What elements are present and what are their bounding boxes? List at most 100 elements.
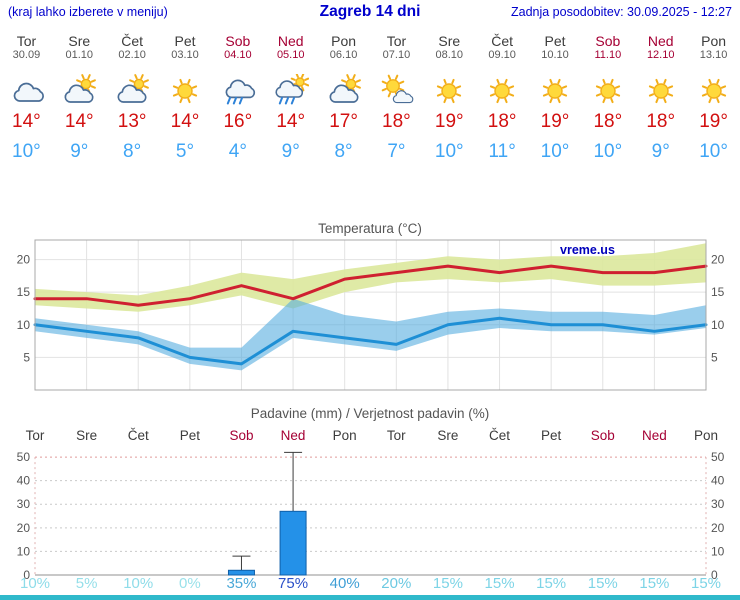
forecast-day: Pet 10.10 19° 10° xyxy=(529,33,582,163)
precip-probability: 15% xyxy=(587,575,618,592)
cloud-sun-icon xyxy=(53,72,106,108)
cloud-sun-icon xyxy=(106,72,159,108)
precip-probability: 20% xyxy=(381,575,412,592)
precip-probability: 15% xyxy=(484,575,515,592)
day-date: 04.10 xyxy=(224,49,252,61)
y-axis-label: 30 xyxy=(17,497,31,511)
day-date: 05.10 xyxy=(276,49,305,61)
min-temp: 10° xyxy=(434,141,464,162)
y-axis-label: 10 xyxy=(17,544,31,558)
min-temp: 9° xyxy=(651,141,670,162)
precip-probability: 15% xyxy=(690,575,722,592)
day-date: 11.10 xyxy=(594,49,622,61)
temperature-chart: 5 5 10 10 15 15 20 20 vreme.us xyxy=(17,239,725,391)
day-date: 30.09 xyxy=(12,49,41,61)
forecast-day: Ned 05.10 14° 9° xyxy=(264,33,317,163)
precip-day-label: Sob xyxy=(590,428,615,443)
day-name: Čet xyxy=(491,33,514,49)
y-axis-label: 40 xyxy=(711,474,725,488)
y-axis-label: 5 xyxy=(711,350,718,364)
max-temp: 19° xyxy=(434,111,464,132)
sun-icon xyxy=(529,72,582,108)
day-date: 12.10 xyxy=(646,49,675,61)
sun-cloud-icon xyxy=(370,72,423,108)
cloud-sun-icon xyxy=(317,72,370,108)
y-axis-label: 0 xyxy=(23,568,30,582)
day-name: Ned xyxy=(647,33,674,49)
menu-hint: (kraj lahko izberete v meniju) xyxy=(8,5,168,19)
precip-day-label: Čet xyxy=(127,428,149,443)
cloud-icon xyxy=(0,72,53,108)
max-temp: 13° xyxy=(117,111,147,132)
forecast-day: Pon 06.10 17° 8° xyxy=(317,33,370,163)
day-name: Pet xyxy=(174,33,196,49)
y-axis-label: 20 xyxy=(711,521,725,535)
y-axis-label: 0 xyxy=(711,568,718,582)
precip-probability: 35% xyxy=(226,575,257,592)
max-temp: 14° xyxy=(12,111,41,132)
max-temp: 18° xyxy=(382,111,411,132)
day-name: Pet xyxy=(544,33,566,49)
max-temp: 19° xyxy=(699,111,728,132)
max-temperature-line xyxy=(33,264,708,307)
precip-day-label: Sre xyxy=(437,428,459,443)
precip-probability-row: 10% 5% 10% 0% 35% 75% 40% 20% 15% 15% 15% 15% 15% 15% xyxy=(0,575,740,595)
min-temp: 9° xyxy=(281,141,300,162)
precip-day-label: Ned xyxy=(641,428,667,443)
sun-icon xyxy=(423,72,476,108)
day-date: 09.10 xyxy=(488,49,516,61)
precip-bar xyxy=(279,510,307,576)
cloud-rain-sun-icon xyxy=(264,72,317,108)
vreme-watermark: vreme.us xyxy=(560,243,615,257)
precip-probability: 5% xyxy=(75,575,98,592)
max-temp: 18° xyxy=(593,111,623,132)
precip-probability: 15% xyxy=(536,575,567,592)
max-temp: 14° xyxy=(64,111,94,132)
precip-day-labels: Tor Sre Čet Pet Sob Ned Pon Tor Sre Čet Pet Sob Ned P… xyxy=(0,428,740,446)
day-date: 06.10 xyxy=(329,49,358,61)
min-temp: 10° xyxy=(593,141,623,162)
precip-probability: 15% xyxy=(432,575,463,592)
min-temp: 10° xyxy=(540,141,570,162)
day-date: 02.10 xyxy=(118,49,146,61)
max-temp: 14° xyxy=(170,111,200,132)
precip-day-label: Sob xyxy=(229,428,254,443)
min-temp: 10° xyxy=(12,141,41,162)
min-temp: 8° xyxy=(123,141,142,162)
day-date: 03.10 xyxy=(171,49,199,61)
day-name: Tor xyxy=(386,33,407,49)
forecast-day: Tor 30.09 14° 10° xyxy=(0,33,53,163)
max-temp: 18° xyxy=(646,111,676,132)
last-updated: Zadnja posodobitev: 30.09.2025 - 12:27 xyxy=(510,5,732,19)
precip-probability: 75% xyxy=(278,575,309,592)
y-axis-label: 50 xyxy=(711,450,725,464)
sun-icon xyxy=(687,72,740,108)
y-axis-label: 10 xyxy=(711,318,725,332)
day-date: 01.10 xyxy=(65,49,94,61)
min-temp: 9° xyxy=(70,141,89,162)
max-temp: 19° xyxy=(540,111,570,132)
day-date: 10.10 xyxy=(541,49,569,61)
forecast-day: Ned 12.10 18° 9° xyxy=(634,33,687,163)
precip-day-label: Ned xyxy=(280,428,306,443)
y-axis-label: 10 xyxy=(711,544,725,558)
sun-icon xyxy=(634,72,687,108)
precip-day-label: Pet xyxy=(541,428,562,443)
day-name: Tor xyxy=(16,33,37,49)
day-date: 13.10 xyxy=(699,49,728,61)
min-temp: 5° xyxy=(175,141,195,162)
sun-icon xyxy=(581,72,634,108)
day-name: Čet xyxy=(121,33,144,49)
y-axis-label: 20 xyxy=(17,253,31,267)
sun-icon xyxy=(476,72,529,108)
day-name: Sre xyxy=(438,33,461,49)
precip-probability: 10% xyxy=(123,575,154,592)
day-name: Sre xyxy=(68,33,91,49)
y-axis-label: 15 xyxy=(17,285,31,299)
precip-day-label: Pet xyxy=(179,428,200,443)
forecast-day: Sre 01.10 14° 9° xyxy=(53,33,106,163)
y-axis-label: 50 xyxy=(17,450,31,464)
day-date: 07.10 xyxy=(382,49,411,61)
precip-probability: 15% xyxy=(639,575,670,592)
